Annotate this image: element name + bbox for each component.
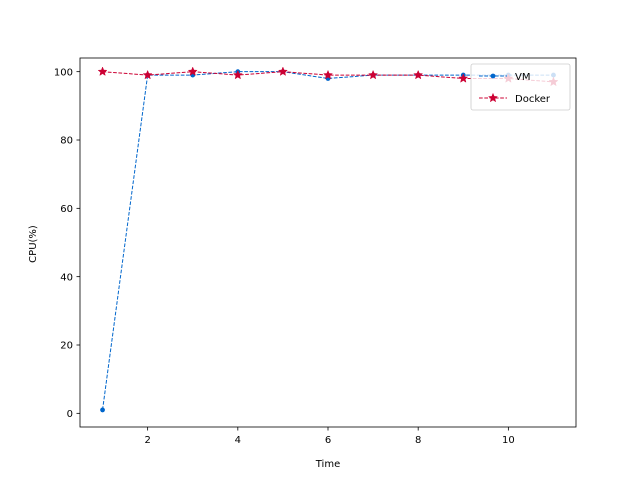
legend-entry-vm: VM	[479, 72, 530, 83]
data-point-docker	[187, 66, 198, 76]
data-point-docker	[322, 69, 334, 80]
data-point-docker	[232, 69, 243, 80]
x-tick-label: 8	[415, 435, 421, 446]
y-tick-label: 80	[60, 136, 73, 147]
legend-entry-docker: Docker	[479, 92, 551, 105]
data-point-docker	[142, 69, 153, 80]
x-tick-label: 4	[235, 435, 241, 446]
x-tick-label: 6	[325, 435, 331, 446]
y-axis-title: CPU(%)	[28, 225, 39, 263]
data-point-docker	[368, 69, 379, 80]
y-tick-label: 40	[60, 272, 73, 283]
y-tick-label: 20	[60, 341, 73, 352]
legend-label: VM	[515, 72, 530, 83]
legend-label: Docker	[515, 94, 551, 105]
y-tick-label: 60	[60, 204, 73, 215]
y-tick-label: 0	[67, 409, 73, 420]
x-tick-label: 10	[502, 435, 515, 446]
legend: VM Docker	[470, 63, 571, 111]
legend-marker	[487, 92, 499, 103]
x-tick-label: 2	[144, 435, 150, 446]
data-point-docker	[277, 66, 288, 76]
legend-marker	[490, 73, 496, 79]
data-point-vm	[100, 407, 105, 413]
data-point-docker	[413, 69, 424, 80]
data-point-docker	[97, 66, 108, 76]
x-axis-title: Time	[315, 459, 340, 470]
y-tick-label: 100	[54, 67, 73, 78]
data-point-docker	[458, 73, 469, 83]
